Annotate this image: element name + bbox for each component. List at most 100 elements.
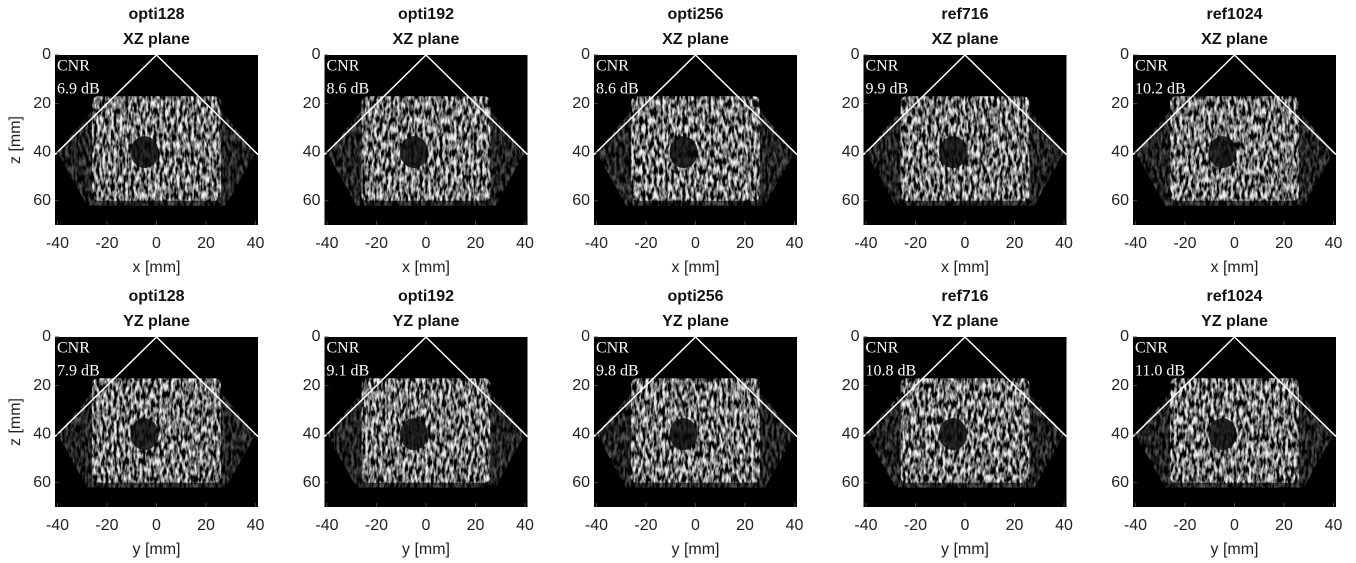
y-tick-label: 40	[1111, 143, 1129, 160]
y-tick-label: 0	[312, 328, 321, 345]
x-tick-label: 0	[152, 517, 161, 534]
y-axis-label: z [mm]	[7, 398, 24, 446]
x-tick-label: -20	[904, 517, 927, 534]
panel-subtitle: YZ plane	[123, 313, 190, 330]
y-tick-label: 20	[1111, 377, 1129, 394]
x-tick-label: 20	[467, 235, 485, 252]
x-tick-label: -40	[315, 235, 338, 252]
y-tick-label: 60	[842, 474, 860, 491]
x-tick-label: -20	[634, 517, 657, 534]
x-axis-label: x [mm]	[402, 259, 450, 276]
panel-subtitle: YZ plane	[662, 313, 729, 330]
y-tick-label: 60	[33, 192, 51, 209]
y-tick-label: 60	[303, 192, 321, 209]
x-axis-label: x [mm]	[941, 259, 989, 276]
x-tick-label: -40	[1124, 235, 1147, 252]
x-tick-label: -40	[585, 517, 608, 534]
x-tick-label: 40	[1055, 235, 1073, 252]
annotation: 10.2 dB	[1135, 81, 1186, 98]
x-tick-label: 40	[1325, 235, 1343, 252]
y-tick-label: 0	[1120, 46, 1129, 63]
x-tick-label: 40	[1055, 517, 1073, 534]
y-tick-label: 60	[1111, 192, 1129, 209]
panel-subtitle: XZ plane	[123, 31, 190, 48]
y-tick-label: 20	[572, 377, 590, 394]
y-tick-label: 0	[581, 46, 590, 63]
y-tick-label: 40	[303, 425, 321, 442]
y-tick-label: 40	[842, 425, 860, 442]
ultrasound-image	[1133, 337, 1336, 507]
y-tick-label: 60	[842, 192, 860, 209]
x-tick-label: 20	[1275, 517, 1293, 534]
y-tick-label: 20	[33, 377, 51, 394]
y-tick-label: 0	[312, 46, 321, 63]
x-tick-label: 40	[516, 235, 534, 252]
x-axis-label: x [mm]	[1211, 259, 1259, 276]
annotation: 6.9 dB	[57, 81, 100, 98]
annotation: CNR	[596, 340, 629, 357]
ultrasound-image	[55, 55, 258, 225]
panel-title: opti256	[667, 288, 723, 305]
panel-subtitle: YZ plane	[1201, 313, 1268, 330]
x-tick-label: -20	[95, 517, 118, 534]
panel-subtitle: YZ plane	[932, 313, 999, 330]
x-tick-label: 20	[1006, 517, 1024, 534]
x-tick-label: -20	[634, 235, 657, 252]
annotation: CNR	[1135, 340, 1168, 357]
panel-title: opti128	[128, 288, 184, 305]
x-tick-label: -20	[1173, 235, 1196, 252]
x-tick-label: 0	[152, 235, 161, 252]
x-tick-label: 20	[197, 517, 215, 534]
y-tick-label: 40	[303, 143, 321, 160]
annotation: CNR	[327, 58, 360, 75]
x-tick-label: 40	[516, 517, 534, 534]
y-tick-label: 40	[33, 143, 51, 160]
x-tick-label: -40	[854, 517, 877, 534]
y-tick-label: 0	[851, 328, 860, 345]
x-tick-label: 0	[1230, 235, 1239, 252]
annotation: 7.9 dB	[57, 363, 100, 380]
x-axis-label: y [mm]	[133, 541, 181, 558]
y-tick-label: 40	[33, 425, 51, 442]
ultrasound-image	[324, 55, 528, 225]
x-tick-label: -20	[904, 235, 927, 252]
annotation: 8.6 dB	[327, 81, 370, 98]
y-tick-label: 60	[303, 474, 321, 491]
y-tick-label: 0	[42, 328, 51, 345]
x-tick-label: 20	[197, 235, 215, 252]
x-tick-label: -40	[46, 517, 69, 534]
x-tick-label: 40	[247, 517, 265, 534]
x-tick-label: 0	[691, 235, 700, 252]
y-tick-label: 40	[1111, 425, 1129, 442]
x-tick-label: -40	[46, 235, 69, 252]
x-tick-label: 40	[786, 235, 804, 252]
annotation: CNR	[866, 340, 899, 357]
y-tick-label: 40	[572, 425, 590, 442]
annotation: 11.0 dB	[1135, 363, 1185, 380]
ultrasound-image	[594, 337, 797, 507]
x-tick-label: 20	[736, 235, 754, 252]
panel-subtitle: XZ plane	[662, 31, 729, 48]
x-tick-label: 40	[786, 517, 804, 534]
x-tick-label: -20	[365, 517, 388, 534]
x-axis-label: x [mm]	[672, 259, 720, 276]
x-axis-label: y [mm]	[941, 541, 989, 558]
x-tick-label: 20	[736, 517, 754, 534]
y-tick-label: 40	[842, 143, 860, 160]
y-tick-label: 0	[1120, 328, 1129, 345]
y-tick-label: 20	[303, 377, 321, 394]
x-tick-label: 40	[1325, 517, 1343, 534]
y-tick-label: 20	[33, 95, 51, 112]
annotation: CNR	[866, 58, 899, 75]
y-tick-label: 20	[572, 95, 590, 112]
x-tick-label: 0	[691, 517, 700, 534]
ultrasound-image	[324, 337, 528, 507]
x-tick-label: 20	[1275, 235, 1293, 252]
y-axis-label: z [mm]	[7, 116, 24, 164]
panel-title: ref1024	[1206, 6, 1262, 23]
x-tick-label: 0	[961, 235, 970, 252]
ultrasound-image	[863, 337, 1067, 507]
panel-title: opti192	[398, 6, 454, 23]
annotation: 9.8 dB	[596, 363, 639, 380]
